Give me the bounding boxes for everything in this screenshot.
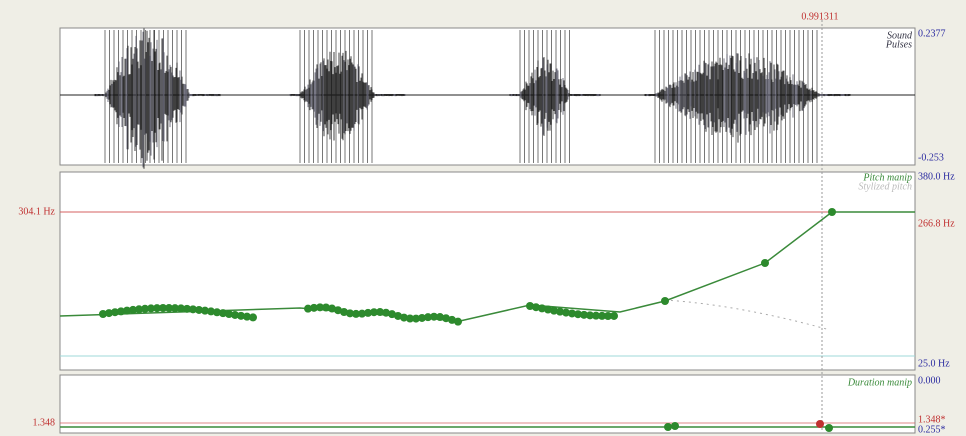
axis-top: 0.000: [918, 375, 941, 386]
axis-top: 380.0 Hz: [918, 171, 955, 182]
pitch-point: [454, 318, 462, 326]
pitch-point: [661, 297, 669, 305]
tier-label: Duration manip: [847, 377, 912, 388]
page: 0.991311 Sound Pulses 0.2377 -0.253 Pitc…: [0, 0, 966, 436]
duration-point: [671, 422, 679, 430]
duration-point: [816, 420, 824, 428]
axis-bottom: 0.255*: [918, 424, 946, 435]
pitch-point: [249, 313, 257, 321]
tier-label: Stylized pitch: [858, 181, 912, 192]
pitch-panel: [60, 172, 915, 370]
marker-value: 266.8 Hz: [918, 218, 955, 229]
axis-top: 0.2377: [918, 28, 946, 39]
duration-point: [664, 423, 672, 431]
marker-value: 304.1 Hz: [18, 206, 55, 217]
duration-panel: [60, 375, 915, 433]
axis-bottom: 25.0 Hz: [918, 358, 950, 369]
axis-bottom: -0.253: [918, 152, 944, 163]
pitch-point: [610, 312, 618, 320]
manipulation-window: 0.991311 Sound Pulses 0.2377 -0.253 Pitc…: [0, 0, 966, 436]
marker-value: 1.348: [33, 417, 56, 428]
tier-label: Pulses: [885, 39, 912, 50]
cursor-time: 0.991311: [801, 11, 838, 22]
duration-point: [825, 424, 833, 432]
pitch-point: [828, 208, 836, 216]
pitch-point: [761, 259, 769, 267]
